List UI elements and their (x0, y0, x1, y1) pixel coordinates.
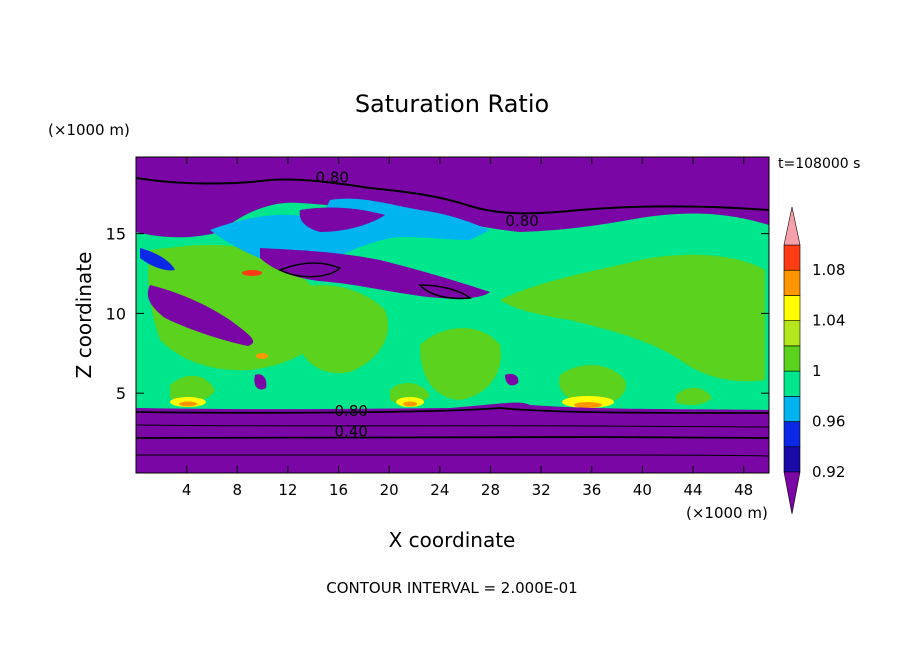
colorbar-tick-label: 0.96 (812, 413, 845, 431)
purple-blob (505, 373, 519, 386)
colorbar-swatch (783, 446, 801, 473)
field-region (500, 254, 765, 382)
x-tick-label: 40 (633, 481, 652, 499)
field-region (676, 387, 712, 406)
contour-line (136, 435, 769, 439)
x-tick-label: 36 (582, 481, 601, 499)
contour-line (136, 424, 769, 428)
purple-region-top (136, 157, 769, 198)
x-tick-label: 44 (683, 481, 702, 499)
x-tick-label: 24 (430, 481, 449, 499)
colorbar-swatch (783, 421, 801, 448)
contour-label: 0.40 (335, 423, 368, 441)
colorbar-swatch (783, 396, 801, 422)
field-spot (403, 401, 417, 407)
x-tick-label: 4 (182, 481, 192, 499)
field-region (420, 328, 501, 400)
field-region (148, 245, 330, 371)
y-axis-unit: (×1000 m) (48, 121, 130, 139)
x-tick-label: 32 (532, 481, 551, 499)
field-spot (574, 402, 602, 408)
contour-line (136, 407, 769, 414)
contour-line (278, 262, 342, 278)
colorbar-swatch (783, 370, 801, 397)
contour-line (136, 177, 769, 215)
y-axis-ticks: 5 10 15 (106, 225, 769, 403)
colorbar-tick-label: 1 (812, 362, 822, 380)
contour-line (418, 284, 472, 300)
purple-region-left (147, 285, 254, 346)
field-region (170, 375, 215, 402)
field-region (559, 364, 626, 405)
x-tick-label: 16 (329, 481, 348, 499)
field-region (290, 285, 389, 374)
contour-label: 0.80 (335, 402, 368, 420)
field-spot (256, 353, 268, 359)
y-tick-label: 10 (106, 304, 126, 323)
field-spot (242, 270, 262, 276)
contour-label: 0.80 (316, 169, 349, 187)
colorbar-bottom-arrow (783, 471, 801, 515)
x-tick-label: 28 (481, 481, 500, 499)
contour-labels: 0.80 0.80 0.80 0.40 (316, 169, 539, 441)
purple-region-small (299, 207, 385, 232)
colorbar-tick-label: 0.92 (812, 463, 845, 481)
plot-frame (135, 156, 770, 474)
x-tick-label: 20 (380, 481, 399, 499)
x-axis-ticks: 4 8 12 16 20 24 28 32 36 40 44 48 (182, 157, 753, 499)
colorbar-swatch (783, 244, 801, 271)
contour-interval-footer: CONTOUR INTERVAL = 2.000E-01 (326, 579, 577, 597)
colorbar-swatch (783, 269, 801, 296)
y-tick-label: 15 (106, 225, 126, 244)
purple-blob (254, 374, 267, 390)
contour-field (136, 157, 769, 473)
colorbar-tick-label: 1.08 (812, 261, 845, 279)
x-tick-label: 48 (734, 481, 753, 499)
colorbar-swatch (783, 345, 801, 372)
x-tick-label: 12 (278, 481, 297, 499)
chart-title: Saturation Ratio (355, 90, 549, 118)
colorbar-tick-label: 1.04 (812, 312, 845, 330)
colorbar-swatch (783, 295, 801, 321)
x-axis-label: X coordinate (389, 528, 516, 552)
field-spot (179, 401, 197, 407)
y-axis-label: Z coordinate (72, 252, 96, 379)
colorbar: 0.92 0.96 1 1.04 1.08 (783, 206, 845, 515)
x-tick-label: 8 (233, 481, 243, 499)
y-tick-label: 5 (116, 384, 126, 403)
blue-region (140, 248, 175, 271)
contour-line (136, 454, 769, 457)
contour-label: 0.80 (505, 212, 538, 230)
colorbar-top-arrow (783, 206, 801, 246)
colorbar-swatch (783, 320, 801, 347)
x-axis-unit: (×1000 m) (686, 504, 768, 522)
time-label: t=108000 s (778, 156, 860, 172)
